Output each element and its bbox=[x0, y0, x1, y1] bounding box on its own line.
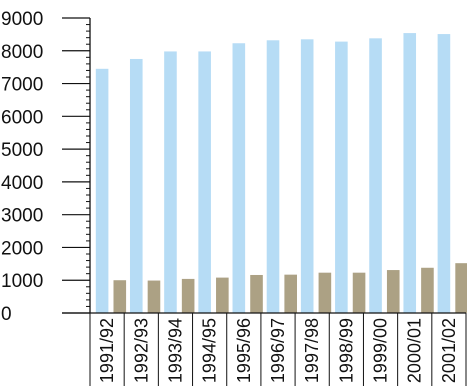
y-tick-label: 5000 bbox=[1, 140, 43, 161]
bar-series1-1996-97 bbox=[266, 40, 280, 313]
bar-series1-1995-96 bbox=[232, 43, 246, 314]
y-tick-label: 0 bbox=[1, 304, 12, 325]
y-tick-label: 8000 bbox=[1, 42, 43, 63]
bar-series1-1991-92 bbox=[95, 68, 109, 313]
bar-series1-1994-95 bbox=[198, 51, 211, 314]
y-tick-label: 7000 bbox=[1, 75, 43, 96]
bar-series2-1994-95 bbox=[216, 277, 229, 313]
x-tick-label: 1996/97 bbox=[268, 318, 288, 383]
bar-series2-2000-01 bbox=[421, 267, 434, 313]
bar-series1-2000-01 bbox=[403, 33, 417, 313]
bar-series2-1996-97 bbox=[284, 274, 297, 313]
bar-series2-1999-00 bbox=[386, 270, 400, 313]
x-tick-label: 1995/96 bbox=[234, 318, 254, 383]
x-tick-label: 1991/92 bbox=[97, 318, 117, 383]
y-tick-label: 2000 bbox=[1, 238, 43, 259]
x-tick-label: 1992/93 bbox=[131, 318, 151, 383]
x-tick-label: 1997/98 bbox=[302, 318, 322, 383]
bar-series2-1995-96 bbox=[250, 274, 263, 313]
bar-series2-1993-94 bbox=[181, 278, 195, 313]
bar-series1-1997-98 bbox=[300, 39, 314, 314]
x-tick-label: 2000/01 bbox=[405, 318, 425, 383]
bar-series1-1993-94 bbox=[164, 51, 177, 314]
bar-series2-1997-98 bbox=[318, 272, 332, 313]
bars-layer bbox=[95, 33, 467, 314]
bar-series2-1998-99 bbox=[352, 272, 366, 313]
bar-series2-2001-02 bbox=[455, 263, 467, 313]
bar-series2-1992-93 bbox=[147, 280, 161, 313]
x-tick-label: 2001/02 bbox=[439, 318, 459, 383]
x-tick-label: 1994/95 bbox=[200, 318, 220, 383]
y-tick-label: 9000 bbox=[1, 9, 43, 30]
y-tick-label: 3000 bbox=[1, 206, 43, 227]
bar-series2-1991-92 bbox=[113, 280, 127, 313]
x-tick-label: 1993/94 bbox=[165, 318, 185, 383]
x-tick-label: 1998/99 bbox=[336, 318, 356, 383]
bar-series1-1992-93 bbox=[129, 58, 143, 313]
y-tick-label: 1000 bbox=[1, 271, 43, 292]
y-tick-label: 4000 bbox=[1, 173, 43, 194]
axes-layer: 0 1000 2000 3000 4000 5000 6000 7000 8000 9000 199… bbox=[1, 9, 467, 386]
bar-series1-1998-99 bbox=[335, 41, 348, 313]
x-tick-label: 1999/00 bbox=[371, 318, 391, 383]
bar-series1-1999-00 bbox=[369, 38, 382, 313]
bar-series1-2001-02 bbox=[437, 34, 451, 314]
y-tick-label: 6000 bbox=[1, 107, 43, 128]
